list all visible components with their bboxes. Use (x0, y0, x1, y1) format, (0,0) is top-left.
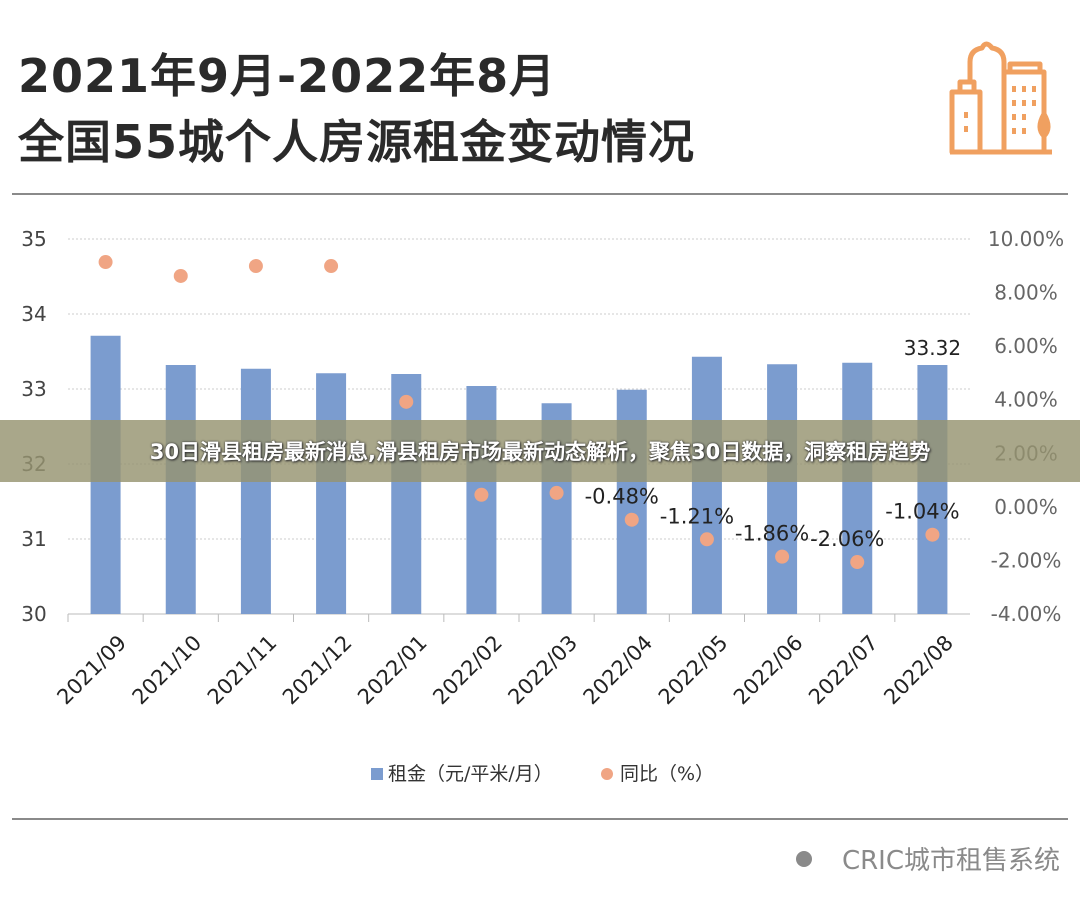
bar (391, 374, 422, 614)
x-tick-label: 2022/01 (353, 631, 432, 710)
x-tick-label: 2021/12 (278, 631, 357, 710)
scatter-point (98, 255, 113, 270)
banner-text: 30日滑县租房最新消息,滑县租房市场最新动态解析，聚焦30日数据，洞察租房趋势 (149, 440, 931, 464)
point-data-label: -2.06% (810, 527, 884, 551)
x-tick-label: 2022/02 (428, 631, 507, 710)
scatter-point (399, 394, 414, 409)
bar-data-label: 33.32 (904, 336, 961, 360)
bar (165, 365, 196, 614)
legend-dot-label: 同比（%） (620, 763, 714, 785)
point-data-label: -1.04% (885, 500, 959, 524)
scatter-point (474, 487, 489, 502)
scatter-point (324, 259, 339, 274)
legend-bar-label: 租金（元/平米/月） (388, 763, 553, 785)
x-tick-label: 2022/06 (729, 631, 808, 710)
y-left-tick-label: 34 (21, 302, 46, 326)
y-left-tick-label: 33 (21, 377, 46, 401)
x-tick-label: 2021/10 (128, 631, 207, 710)
header-divider (12, 193, 1068, 195)
y-right-tick-label: -2.00% (991, 548, 1062, 572)
footer-brand: CRIC城市租售系统 (841, 846, 1060, 876)
y-left-tick-label: 31 (21, 527, 46, 551)
x-tick-label: 2022/07 (804, 631, 883, 710)
point-data-label: -0.48% (585, 485, 659, 509)
footer: CRIC城市租售系统 (795, 840, 1060, 877)
y-right-tick-label: 0.00% (994, 495, 1058, 519)
banner: 30日滑县租房最新消息,滑县租房市场最新动态解析，聚焦30日数据，洞察租房趋势 (0, 420, 1080, 482)
x-tick-label: 2021/11 (203, 631, 282, 710)
footer-divider (12, 818, 1068, 820)
point-data-label: -1.86% (735, 522, 809, 546)
scatter-point (173, 268, 188, 283)
scatter-point (549, 485, 564, 500)
scatter-point (775, 549, 790, 564)
bar (842, 362, 873, 614)
bar (917, 365, 948, 614)
y-right-tick-label: 10.00% (988, 227, 1064, 251)
legend-dot-swatch (601, 768, 613, 780)
scatter-point (248, 259, 263, 274)
building-icon (949, 41, 1052, 155)
y-left-tick-label: 35 (21, 227, 46, 251)
x-tick-label: 2021/09 (52, 631, 131, 710)
x-tick-label: 2022/05 (654, 631, 733, 710)
scatter-point (850, 555, 865, 570)
scatter-point (699, 532, 714, 547)
y-right-tick-label: 6.00% (994, 334, 1058, 358)
x-tick-label: 2022/03 (503, 631, 582, 710)
legend-bar-swatch (371, 768, 383, 780)
scatter-point (624, 512, 639, 527)
title-line-2: 全国55城个人房源租金变动情况 (18, 115, 696, 169)
bar (316, 373, 347, 614)
x-tick-label: 2022/04 (579, 631, 658, 710)
y-right-tick-label: 8.00% (994, 281, 1058, 305)
y-right-tick-label: 4.00% (994, 388, 1058, 412)
scatter-point (925, 527, 940, 542)
title-line-1: 2021年9月-2022年8月 (18, 49, 557, 103)
x-tick-label: 2022/08 (879, 631, 958, 710)
dot-icon (795, 850, 812, 867)
chart: 303132333435-4.00%-2.00%0.00%2.00%4.00%6… (21, 227, 1064, 785)
bar (767, 364, 798, 614)
bar (691, 356, 722, 614)
point-data-label: -1.21% (660, 504, 734, 528)
bar (240, 368, 271, 614)
y-left-tick-label: 30 (21, 602, 46, 626)
y-right-tick-label: -4.00% (991, 602, 1062, 626)
